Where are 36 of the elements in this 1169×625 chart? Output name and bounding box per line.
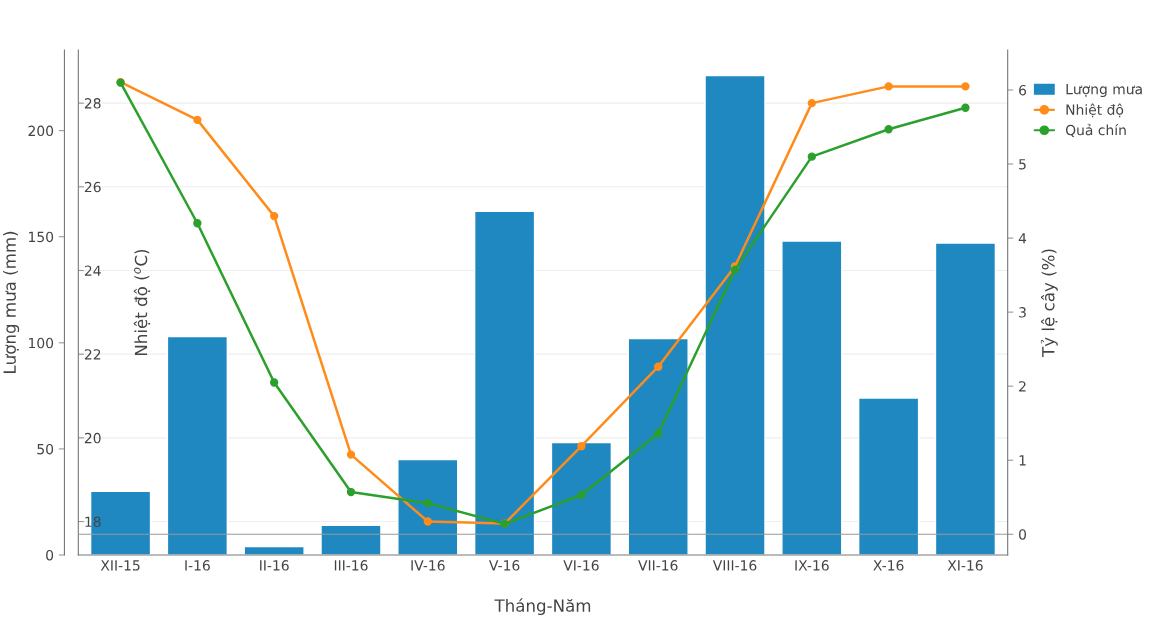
x-tick-label: VIII-16 [712, 560, 757, 571]
y3-axis-title: Tỷ lệ cây (%) [1040, 249, 1058, 357]
x-tick-label: IV-16 [411, 560, 445, 571]
legend-label: Quả chín [1065, 123, 1126, 137]
x-tick-label: XII-15 [100, 560, 140, 571]
x-tick-label: II-16 [260, 560, 289, 571]
x-tick-label: IX-16 [795, 560, 829, 571]
y2-axis-title: Nhiệt độ ($^{o}$C) [133, 249, 151, 356]
y-tick-label: 100 [29, 337, 54, 349]
y3-tick-label: 3 [1019, 307, 1026, 318]
y2-tick-label: 24 [84, 265, 101, 276]
x-tick-label: V-16 [489, 560, 520, 571]
x-axis-title: Tháng-Năm [494, 598, 591, 616]
y-tick-label: 0 [46, 549, 54, 561]
x-tick-label: III-16 [334, 560, 368, 571]
y2-tick-label: 20 [84, 432, 101, 444]
x-tick-label: I-16 [185, 560, 210, 571]
x-tick-label: VI-16 [563, 560, 599, 571]
legend-label: Lượng mưa [1066, 84, 1142, 98]
y3-tick-label: 5 [1019, 159, 1026, 170]
y2-tick-label: 22 [84, 349, 101, 360]
y3-tick-label: 2 [1019, 381, 1026, 392]
y-tick-label: 150 [29, 231, 54, 243]
x-tick-label: X-16 [873, 560, 904, 571]
y3-tick-label: 0 [1019, 529, 1027, 540]
y-tick-label: 50 [37, 443, 54, 455]
x-tick-label: XI-16 [947, 560, 983, 571]
y2-tick-label: 26 [84, 181, 101, 193]
legend-label: Nhiệt độ [1066, 103, 1124, 118]
y-tick-label: 200 [28, 125, 54, 137]
y-axis-title: Lượng mưa (mm) [3, 231, 20, 373]
y3-tick-label: 4 [1018, 233, 1027, 244]
y3-tick-label: 6 [1019, 84, 1027, 96]
x-tick-label: VII-16 [638, 560, 678, 571]
y3-tick-label: 1 [1019, 455, 1026, 466]
y2-tick-label: 28 [84, 98, 101, 109]
